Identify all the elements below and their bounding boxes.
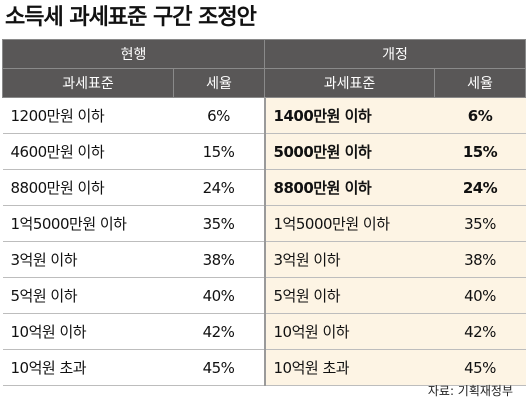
revised-bracket-cell: 3억원 이하 bbox=[263, 241, 435, 278]
group-header-revised: 개정 bbox=[264, 39, 527, 69]
column-header-revised-rate: 세율 bbox=[434, 68, 527, 98]
revised-bracket-cell: 1억5000만원 이하 bbox=[263, 205, 435, 242]
group-header-current: 현행 bbox=[1, 39, 266, 69]
table-row: 10억원 초과 45% 10억원 초과 45% bbox=[2, 349, 526, 386]
revised-rate-cell: 45% bbox=[434, 349, 526, 386]
revised-bracket-cell: 8800만원 이하 bbox=[263, 169, 435, 206]
revised-bracket-cell: 10억원 이하 bbox=[263, 313, 435, 350]
table-row: 5억원 이하 40% 5억원 이하 40% bbox=[2, 277, 526, 314]
table-row: 1200만원 이하 6% 1400만원 이하 6% bbox=[2, 97, 526, 134]
table-row: 4600만원 이하 15% 5000만원 이하 15% bbox=[2, 133, 526, 170]
table-row: 8800만원 이하 24% 8800만원 이하 24% bbox=[2, 169, 526, 206]
table-body: 1200만원 이하 6% 1400만원 이하 6% 4600만원 이하 15% 5000만원… bbox=[2, 97, 526, 386]
revised-bracket-cell: 10억원 초과 bbox=[263, 349, 435, 386]
current-bracket-cell: 1200만원 이하 bbox=[2, 97, 174, 134]
current-bracket-cell: 4600만원 이하 bbox=[2, 133, 174, 170]
current-rate-cell: 15% bbox=[173, 133, 265, 170]
current-bracket-cell: 3억원 이하 bbox=[2, 241, 174, 278]
revised-rate-cell: 38% bbox=[434, 241, 526, 278]
table-row: 3억원 이하 38% 3억원 이하 38% bbox=[2, 241, 526, 278]
current-rate-cell: 35% bbox=[173, 205, 265, 242]
current-bracket-cell: 5억원 이하 bbox=[2, 277, 174, 314]
revised-bracket-cell: 5000만원 이하 bbox=[263, 133, 435, 170]
current-rate-cell: 42% bbox=[173, 313, 265, 350]
revised-rate-cell: 40% bbox=[434, 277, 526, 314]
table-row: 1억5000만원 이하 35% 1억5000만원 이하 35% bbox=[2, 205, 526, 242]
column-header-current-rate: 세율 bbox=[172, 68, 266, 98]
current-bracket-cell: 10억원 초과 bbox=[2, 349, 174, 386]
current-bracket-cell: 8800만원 이하 bbox=[2, 169, 174, 206]
current-rate-cell: 45% bbox=[173, 349, 265, 386]
revised-rate-cell: 24% bbox=[434, 169, 526, 206]
source-note: 자료: 기획재정부 bbox=[427, 384, 513, 398]
column-header-current-bracket: 과세표준 bbox=[2, 68, 174, 98]
revised-rate-cell: 35% bbox=[434, 205, 526, 242]
column-header-revised-bracket: 과세표준 bbox=[264, 68, 436, 98]
table-row: 10억원 이하 42% 10억원 이하 42% bbox=[2, 313, 526, 350]
revised-rate-cell: 6% bbox=[434, 97, 526, 134]
tax-bracket-table: 현행 개정 과세표준 세율 과세표준 세율 1200만원 이하 6% 1400만원 … bbox=[1, 39, 527, 386]
revised-rate-cell: 42% bbox=[434, 313, 526, 350]
current-bracket-cell: 10억원 이하 bbox=[2, 313, 174, 350]
current-rate-cell: 6% bbox=[173, 97, 265, 134]
revised-rate-cell: 15% bbox=[434, 133, 526, 170]
page-title: 소득세 과세표준 구간 조정안 bbox=[5, 5, 257, 30]
current-rate-cell: 24% bbox=[173, 169, 265, 206]
current-rate-cell: 38% bbox=[173, 241, 265, 278]
revised-bracket-cell: 5억원 이하 bbox=[263, 277, 435, 314]
current-bracket-cell: 1억5000만원 이하 bbox=[2, 205, 174, 242]
revised-bracket-cell: 1400만원 이하 bbox=[263, 97, 435, 134]
current-rate-cell: 40% bbox=[173, 277, 265, 314]
